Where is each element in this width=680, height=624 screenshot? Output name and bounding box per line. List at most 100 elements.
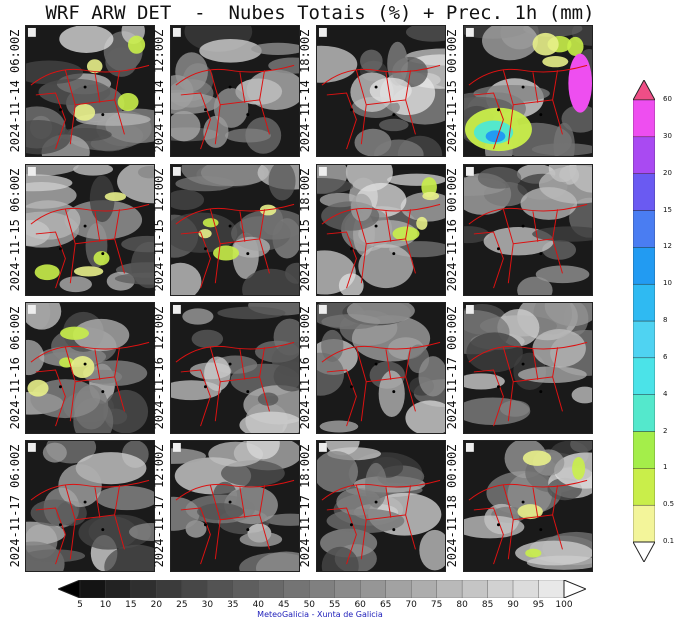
cloud-map <box>464 303 592 433</box>
cloud-map <box>317 165 445 295</box>
colorbar-tick-label: 85 <box>481 600 494 610</box>
colorbar-extend-min <box>58 580 81 598</box>
map-panel <box>463 25 593 157</box>
cloud-map <box>317 441 445 571</box>
colorbar-tick-label: 8 <box>663 316 668 324</box>
panel-time-label: 2024-11-17 06:00Z <box>8 444 22 568</box>
colorbar-tick-label: 10 <box>99 600 112 610</box>
panel-time-label: 2024-11-17 18:00Z <box>298 444 312 568</box>
panel-time-label: 2024-11-15 18:00Z <box>298 168 312 292</box>
panel-time-label: 2024-11-16 18:00Z <box>298 306 312 430</box>
cloud-map <box>171 441 299 571</box>
colorbar-tick-label: 20 <box>663 168 672 177</box>
colorbar-tick-label: 60 <box>354 600 366 610</box>
panel-time-label: 2024-11-14 18:00Z <box>298 29 312 153</box>
colorbar-tick-label: 4 <box>663 389 668 398</box>
colorbar-tick-label: 15 <box>663 205 672 214</box>
colorbar-segment <box>633 283 655 322</box>
colorbar-tick-label: 25 <box>176 600 188 610</box>
cloud-map <box>26 165 154 295</box>
colorbar-tick-label: 45 <box>278 600 290 610</box>
colorbar-segment <box>156 580 183 598</box>
colorbar-segment <box>79 580 106 598</box>
colorbar-tick-label: 60 <box>663 95 672 103</box>
colorbar-segment <box>181 580 208 598</box>
colorbar-tick-label: 5 <box>77 600 83 610</box>
map-panel <box>463 440 593 572</box>
colorbar-segment <box>512 580 539 598</box>
colorbar-extend-min <box>633 541 655 562</box>
map-panel <box>25 25 155 157</box>
colorbar-tick-label: 80 <box>456 600 468 610</box>
cloud-map <box>464 165 592 295</box>
colorbar-segment <box>633 504 655 543</box>
map-panel <box>25 302 155 434</box>
colorbar-tick-label: 95 <box>532 600 545 610</box>
colorbar-tick-label: 40 <box>252 600 265 610</box>
colorbar-tick-label: 50 <box>303 600 316 610</box>
colorbar-tick-label: 6 <box>663 352 668 361</box>
colorbar-tick-label: 1 <box>663 463 668 472</box>
panel-time-label: 2024-11-14 12:00Z <box>152 29 166 153</box>
cloud-map <box>26 26 154 156</box>
panel-time-label: 2024-11-18 00:00Z <box>445 444 459 568</box>
colorbar-segment <box>633 431 655 469</box>
map-panel <box>170 164 300 296</box>
colorbar-tick-label: 30 <box>663 131 672 140</box>
map-panel <box>170 440 300 572</box>
colorbar-tick-label: 30 <box>201 600 214 610</box>
colorbar-extend-max <box>633 80 655 101</box>
colorbar-tick-label: 20 <box>150 600 163 610</box>
colorbar-tick-label: 35 <box>227 600 239 610</box>
cloud-map <box>26 303 154 433</box>
colorbar-segment <box>633 136 655 174</box>
cloud-map <box>317 26 445 156</box>
colorbar-segment <box>207 580 233 598</box>
colorbar-tick-label: 0.1 <box>663 537 675 545</box>
cloud-map <box>464 441 592 571</box>
map-panel <box>25 440 155 572</box>
colorbar-segment <box>633 99 655 138</box>
map-panel <box>25 164 155 296</box>
cloud-map <box>464 26 592 156</box>
map-panel <box>170 25 300 157</box>
figure-title: WRF ARW DET - Nubes Totais (%) + Prec. 1… <box>45 2 595 24</box>
colorbar-tick-label: 75 <box>430 600 443 610</box>
cloud-map <box>171 165 299 295</box>
map-panel <box>316 164 446 296</box>
colorbar-segment <box>385 580 412 598</box>
colorbar-tick-label: 2 <box>663 426 668 435</box>
colorbar-segment <box>309 580 335 598</box>
colorbar-segment <box>633 320 655 359</box>
colorbar-segment <box>436 580 463 598</box>
panel-time-label: 2024-11-15 12:00Z <box>152 168 166 292</box>
colorbar-tick-label: 65 <box>379 600 392 610</box>
colorbar-segment <box>130 580 157 598</box>
colorbar-tick-label: 100 <box>555 600 573 610</box>
cloud-cover-colorbar <box>58 580 586 598</box>
colorbar-segment <box>334 580 361 598</box>
colorbar-segment <box>461 580 488 598</box>
colorbar-segment <box>633 468 655 506</box>
colorbar-segment <box>411 580 437 598</box>
map-panel <box>463 164 593 296</box>
colorbar-segment <box>232 580 259 598</box>
colorbar-tick-label: 70 <box>405 600 417 610</box>
panel-time-label: 2024-11-17 12:00Z <box>152 444 166 568</box>
panel-time-label: 2024-11-16 06:00Z <box>8 306 22 430</box>
panel-time-label: 2024-11-15 06:00Z <box>8 168 22 292</box>
map-panel <box>316 440 446 572</box>
colorbar-tick-label: 10 <box>663 279 672 288</box>
map-panel <box>463 302 593 434</box>
map-panel <box>316 25 446 157</box>
colorbar-segment <box>360 580 386 598</box>
colorbar-segment <box>258 580 284 598</box>
colorbar-tick-label: 90 <box>507 600 519 610</box>
cloud-map <box>171 26 299 156</box>
panel-time-label: 2024-11-17 00:00Z <box>445 306 459 430</box>
colorbar-tick-label: 15 <box>125 600 137 610</box>
colorbar-tick-label: 12 <box>663 242 672 251</box>
colorbar-segment <box>633 173 655 211</box>
cloud-map <box>171 303 299 433</box>
colorbar-segment <box>633 210 655 248</box>
